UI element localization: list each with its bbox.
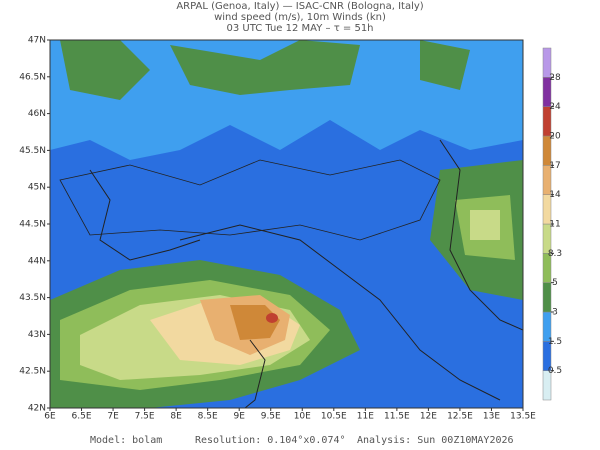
x-tick-label: 8.5E xyxy=(198,412,218,422)
x-tick-label: 13.5E xyxy=(510,412,536,422)
footer-model: Model: bolam xyxy=(90,435,162,446)
y-tick-label: 46.5N xyxy=(19,72,46,82)
colorbar-label: 8.3 xyxy=(548,249,562,259)
y-tick-label: 42.5N xyxy=(19,367,46,377)
y-tick-label: 45.5N xyxy=(19,146,46,156)
y-tick-label: 45N xyxy=(28,183,46,193)
x-tick-label: 6.5E xyxy=(72,412,92,422)
colorbar-label: 5 xyxy=(552,278,558,288)
x-tick-label: 6E xyxy=(44,412,56,422)
colorbar-label: 28 xyxy=(549,73,561,83)
colorbar-label: 24 xyxy=(549,102,561,112)
x-tick-label: 10.5E xyxy=(321,412,347,422)
colorbar-label: 14 xyxy=(549,190,561,200)
colorbar-label: 17 xyxy=(549,161,560,171)
x-tick-label: 7E xyxy=(107,412,119,422)
x-tick-label: 9E xyxy=(233,412,245,422)
y-tick-label: 43.5N xyxy=(19,293,46,303)
colorbar-label: 3 xyxy=(552,308,558,318)
colorbar-label: 11 xyxy=(549,220,560,230)
y-tick-label: 47N xyxy=(28,36,46,46)
colorbar-label: 1.5 xyxy=(548,337,562,347)
title-line: ARPAL (Genoa, Italy) — ISAC-CNR (Bologna… xyxy=(176,1,423,12)
y-tick-label: 44.5N xyxy=(19,220,46,230)
colorbar-segment xyxy=(542,47,552,78)
x-tick-label: 12E xyxy=(420,412,437,422)
title-line: 03 UTC Tue 12 MAY – τ = 51h xyxy=(226,23,373,34)
x-tick-label: 10E xyxy=(294,412,311,422)
x-tick-label: 11E xyxy=(357,412,374,422)
colorbar-label: 20 xyxy=(549,132,561,142)
y-tick-label: 44N xyxy=(28,256,46,266)
y-tick-label: 46N xyxy=(28,109,46,119)
x-tick-label: 7.5E xyxy=(135,412,155,422)
footer-resolution: Resolution: 0.104°x0.074° xyxy=(195,435,346,446)
x-tick-label: 8E xyxy=(170,412,182,422)
x-tick-label: 9.5E xyxy=(261,412,281,422)
x-tick-label: 11.5E xyxy=(384,412,410,422)
map-field xyxy=(50,40,523,408)
y-tick-label: 43N xyxy=(28,330,46,340)
title-line: wind speed (m/s), 10m Winds (kn) xyxy=(214,12,386,23)
footer-analysis: Analysis: Sun 00Z10MAY2026 xyxy=(357,435,514,446)
colorbar-label: 0.5 xyxy=(548,366,562,376)
y-tick-label: 42N xyxy=(28,404,46,414)
x-tick-label: 13E xyxy=(483,412,500,422)
colorbar-segment xyxy=(542,282,552,313)
x-tick-label: 12.5E xyxy=(447,412,473,422)
